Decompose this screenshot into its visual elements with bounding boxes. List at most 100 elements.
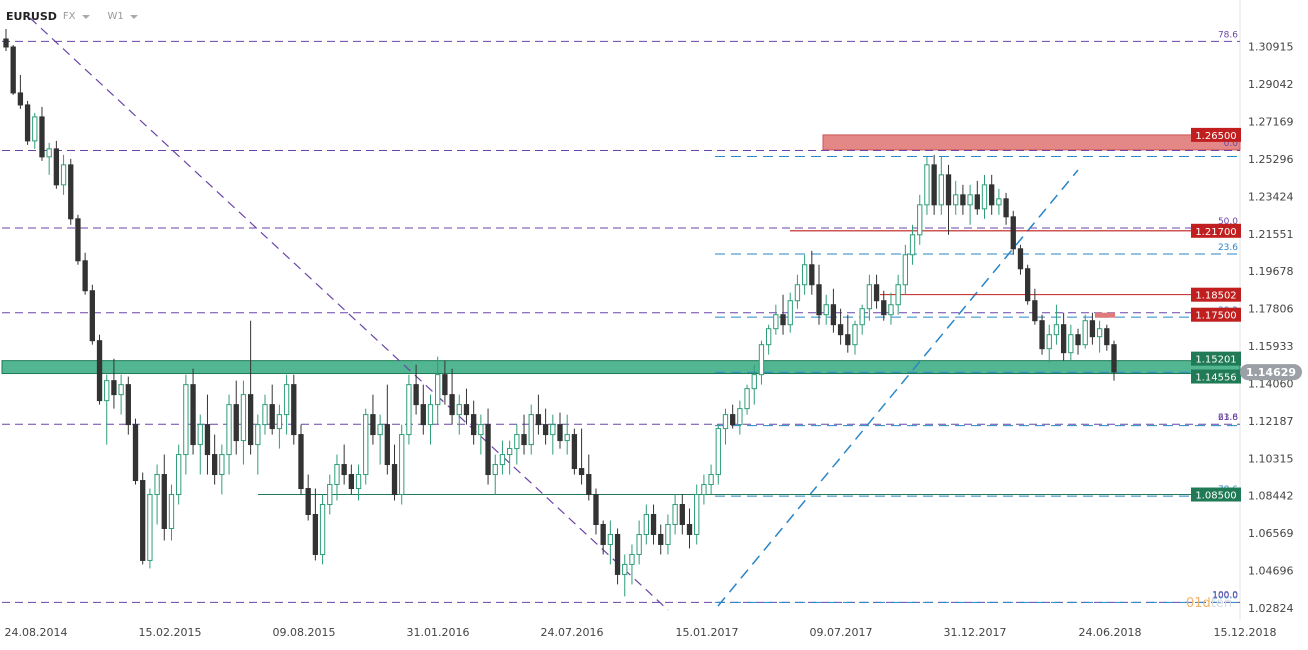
candle-down: [845, 334, 851, 346]
candle-up: [255, 424, 261, 446]
price-label-box: [1191, 307, 1241, 322]
candle-up: [636, 533, 642, 555]
candle-up: [197, 424, 203, 446]
candle-down: [463, 404, 470, 416]
y-tick-label: 1.14060: [1248, 377, 1294, 390]
candle-up: [276, 414, 283, 430]
price-label-text: 1.08500: [1195, 491, 1236, 502]
support-zone: [1, 360, 1241, 375]
candle-up: [902, 254, 909, 286]
candle-up: [528, 414, 534, 446]
x-tick-label: 24.08.2014: [5, 626, 68, 639]
candle-up: [154, 474, 160, 496]
y-tick-label: 1.17806: [1248, 303, 1294, 316]
candle-down: [312, 513, 319, 555]
candle-up: [478, 424, 484, 436]
candle-down: [305, 488, 311, 515]
fib-extra-label: 0.0: [1224, 139, 1239, 149]
fib-extra-label: 50.0: [1218, 217, 1238, 227]
x-tick-label: 09.08.2015: [273, 626, 336, 639]
candle-up: [427, 404, 434, 426]
small-red-marker: [1095, 312, 1115, 318]
price-label-text: 1.15201: [1195, 355, 1236, 366]
watermark-prefix: 01d: [1186, 596, 1211, 611]
candle-down: [125, 384, 131, 426]
candle-down: [542, 424, 549, 436]
y-tick-label: 1.12187: [1248, 415, 1294, 428]
candle-up: [168, 494, 175, 529]
y-tick-label: 1.25296: [1248, 153, 1294, 166]
candle-down: [384, 424, 390, 466]
candle-down: [931, 164, 937, 206]
x-tick-label: 24.06.2018: [1079, 626, 1142, 639]
candle-down: [291, 384, 297, 436]
candle-down: [1032, 300, 1038, 322]
candle-down: [89, 290, 95, 342]
candles: [3, 29, 1117, 597]
price-label-text: 1.14556: [1195, 373, 1236, 384]
candle-down: [348, 474, 355, 490]
candle-up: [104, 380, 110, 402]
fib-long-trendline: [29, 17, 669, 611]
y-tick-label: 1.21551: [1248, 228, 1294, 241]
candle-up: [701, 484, 707, 496]
candle-up: [751, 374, 757, 390]
x-tick-label: 31.01.2016: [407, 626, 470, 639]
watermark: 01dten: [1186, 596, 1232, 611]
candle-down: [1025, 268, 1031, 302]
candle-up: [622, 563, 628, 575]
candle-down: [873, 284, 880, 302]
candle-up: [672, 504, 678, 525]
candle-down: [442, 374, 448, 396]
candle-up: [327, 484, 333, 506]
candle-down: [370, 414, 376, 436]
candle-up: [1096, 328, 1103, 338]
candle-down: [1089, 320, 1096, 338]
candle-down: [1039, 320, 1045, 350]
candle-up: [909, 234, 916, 256]
candle-down: [269, 404, 275, 430]
candle-up: [240, 394, 247, 442]
candle-down: [521, 434, 527, 446]
candle-up: [406, 384, 412, 436]
candle-up: [147, 494, 153, 561]
candle-down: [945, 174, 952, 206]
candle-up: [866, 284, 873, 310]
candle-up: [758, 344, 765, 376]
candle-up: [514, 434, 520, 450]
candle-up: [435, 374, 441, 406]
price-label-box: [1191, 351, 1241, 366]
candle-down: [485, 424, 491, 476]
candle-up: [765, 328, 772, 346]
candle-down: [1111, 344, 1117, 373]
candle-down: [420, 404, 426, 426]
fib-long-label: 23.6: [1218, 413, 1238, 423]
candle-up: [319, 504, 326, 555]
fib-short-label: 100.0: [1212, 591, 1238, 601]
fib-short-trendline: [717, 169, 1079, 607]
market-selector[interactable]: FX: [63, 11, 102, 22]
y-tick-label: 1.06569: [1248, 527, 1294, 540]
candle-down: [686, 523, 693, 535]
candle-down: [413, 384, 419, 406]
candle-down: [837, 324, 844, 336]
chart-header: EURUSD FX W1: [6, 10, 150, 23]
candle-down: [989, 184, 995, 206]
candle-up: [694, 494, 700, 535]
candle-up: [953, 194, 959, 206]
candle-up: [895, 284, 901, 306]
candle-up: [852, 324, 858, 346]
candle-up: [262, 404, 268, 426]
candle-down: [75, 218, 81, 262]
candle-down: [830, 304, 837, 326]
watermark-suffix: ten: [1210, 596, 1233, 611]
candle-up: [355, 474, 362, 490]
candle-up: [773, 314, 779, 330]
interval-selector[interactable]: W1: [108, 11, 150, 22]
price-label-box: [1191, 127, 1241, 142]
candle-up: [1068, 334, 1074, 354]
candle-down: [24, 104, 31, 142]
candle-down: [10, 46, 16, 94]
candle-up: [996, 198, 1002, 206]
